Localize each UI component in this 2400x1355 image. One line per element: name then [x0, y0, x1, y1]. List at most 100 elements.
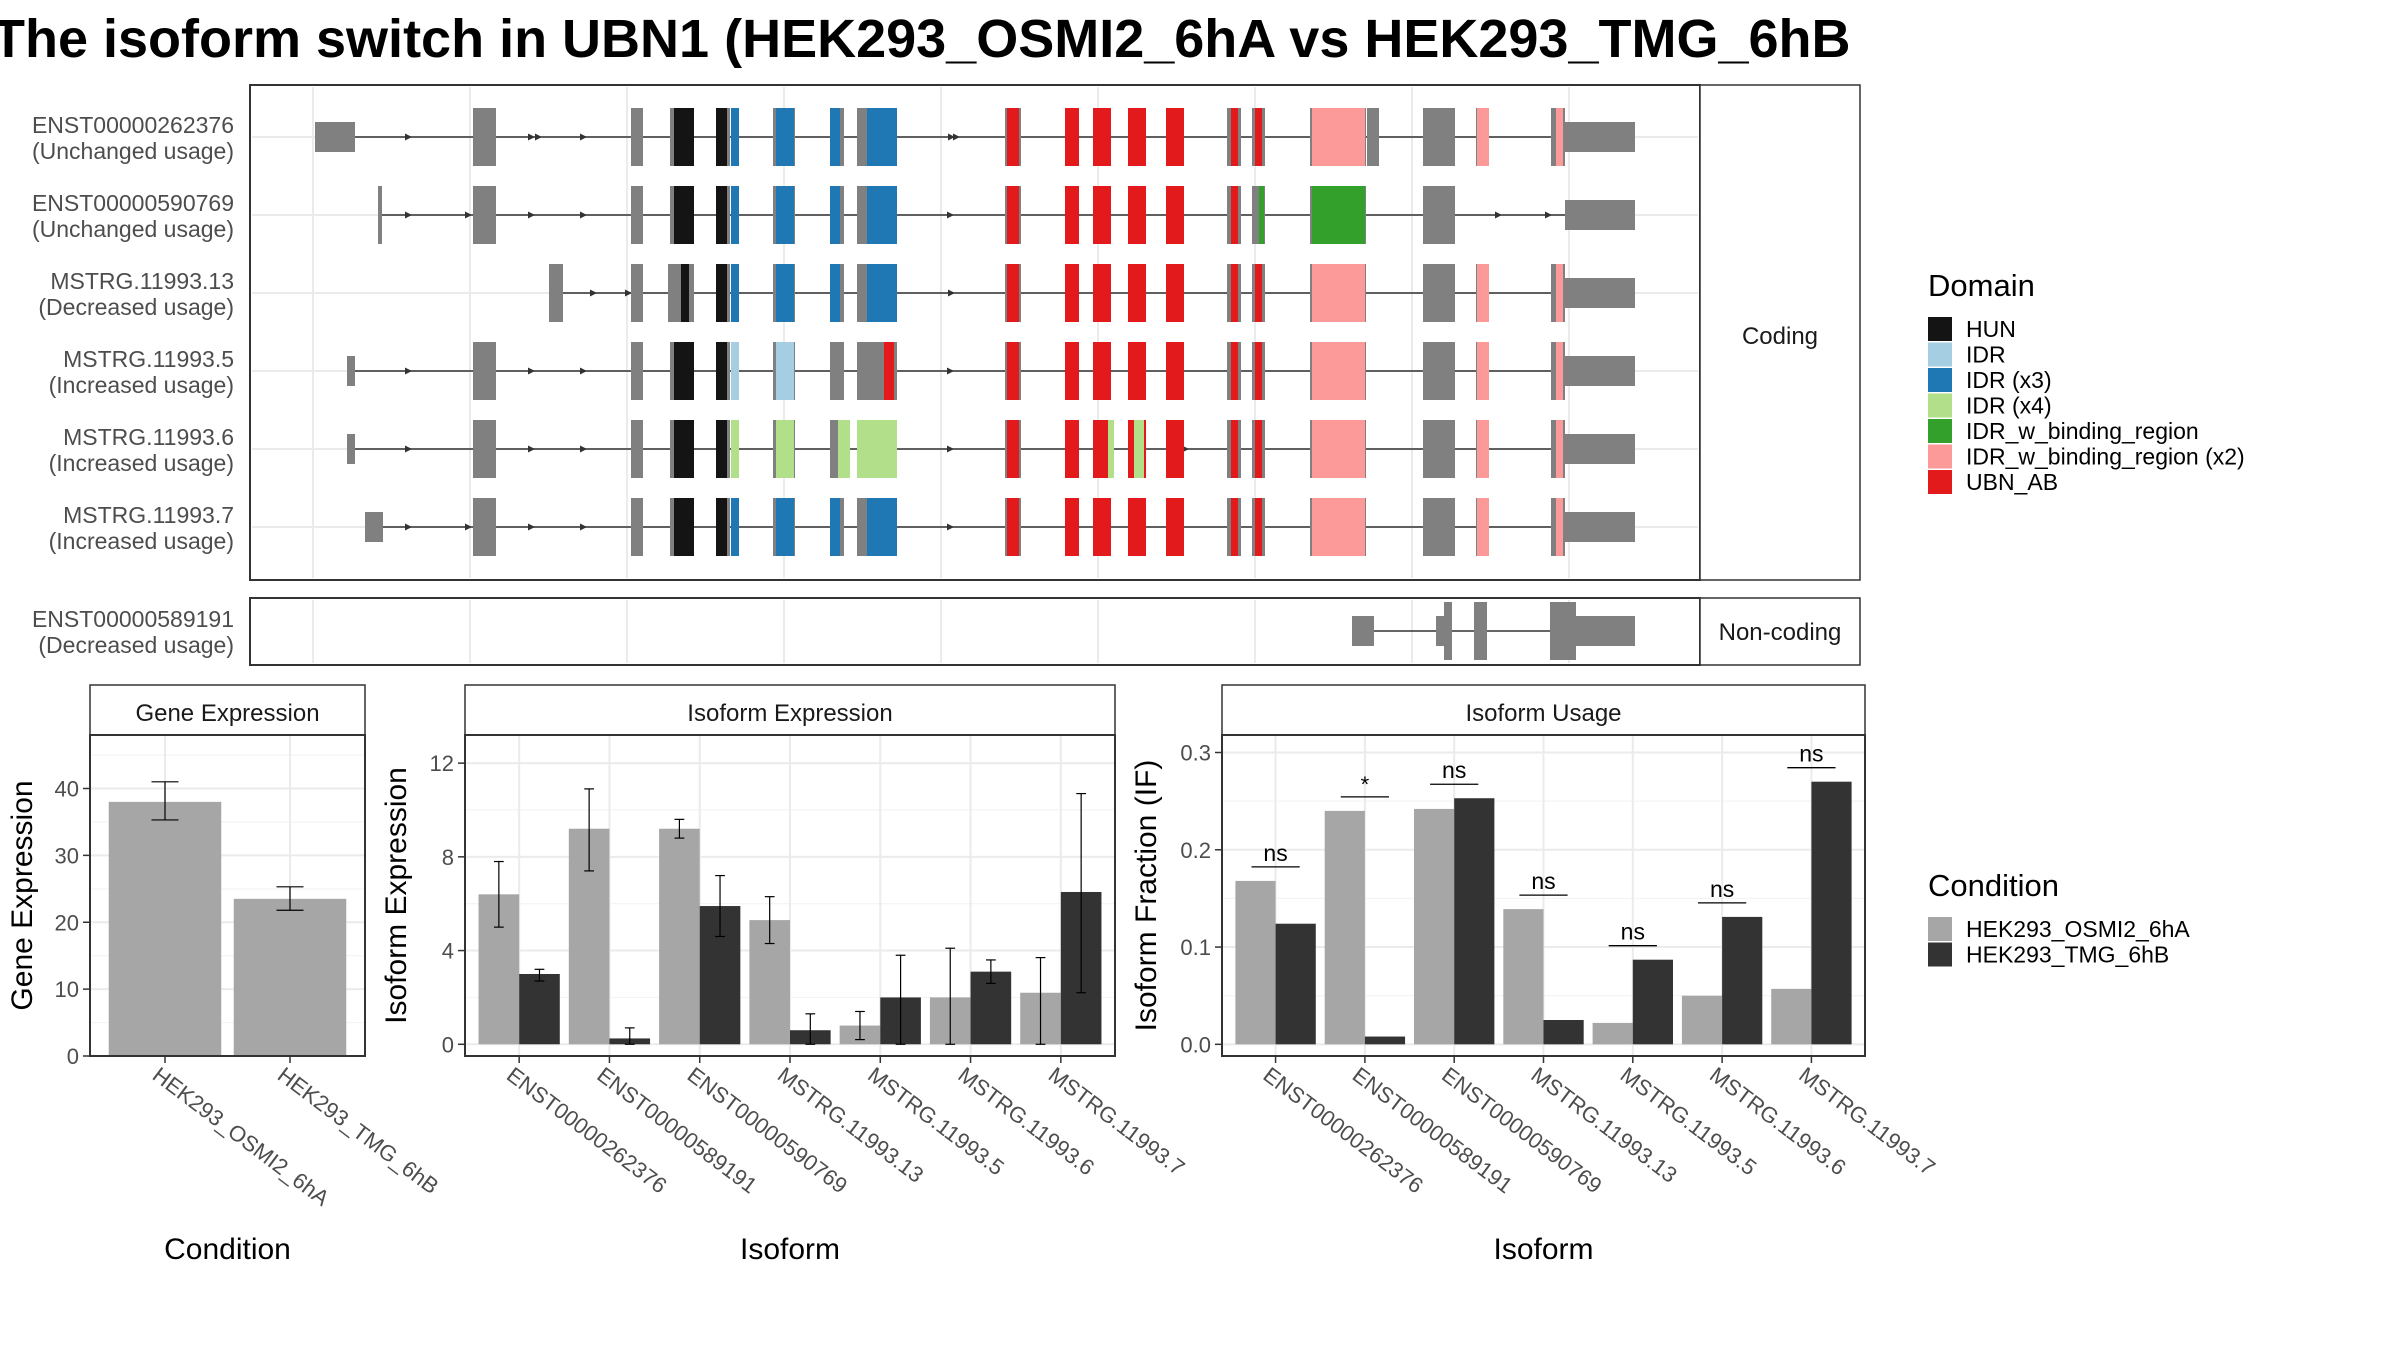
exon — [631, 264, 643, 322]
domain-legend-title: Domain — [1928, 268, 2035, 303]
y-tick-label: 40 — [55, 777, 79, 802]
domain-block — [1255, 264, 1262, 322]
intron-arrow — [947, 523, 954, 531]
intron-arrow — [948, 133, 955, 141]
x-tick-label: ENST00000590769 — [683, 1062, 852, 1198]
domain-block — [1166, 342, 1184, 400]
intron-arrow — [465, 211, 472, 219]
exon — [1423, 498, 1455, 556]
transcript-id-label: ENST00000590769 — [32, 190, 234, 216]
domain-block — [1312, 498, 1365, 556]
intron-arrow — [405, 523, 412, 531]
exon — [1367, 108, 1379, 166]
transcript-model-3 — [347, 342, 1635, 400]
domain-block — [830, 186, 840, 244]
x-tick-label: ENST00000589191 — [592, 1062, 761, 1198]
transcript-model-1 — [378, 186, 1635, 244]
domain-block — [776, 186, 794, 244]
exon — [631, 186, 643, 244]
domain-block — [1556, 498, 1563, 556]
exon — [1565, 512, 1635, 542]
domain-block — [1166, 420, 1184, 478]
y-tick-label: 10 — [55, 977, 79, 1002]
domain-block — [1556, 420, 1563, 478]
domain-block — [1231, 264, 1238, 322]
domain-block — [716, 420, 727, 478]
domain-block — [1255, 420, 1262, 478]
chart-title: Isoform Expression — [687, 700, 892, 727]
domain-block — [1556, 342, 1563, 400]
x-axis-title: Isoform — [1493, 1233, 1593, 1266]
intron-arrow — [947, 445, 954, 453]
domain-block — [1093, 264, 1111, 322]
exon — [365, 512, 383, 542]
transcript-usage-label: (Increased usage) — [49, 528, 234, 554]
domain-block — [1007, 264, 1019, 322]
y-tick-label: 0 — [67, 1044, 79, 1069]
domain-block — [1312, 420, 1365, 478]
intron-arrow — [405, 133, 412, 141]
chart-title: Gene Expression — [135, 700, 319, 727]
domain-block — [776, 264, 794, 322]
domain-block — [1166, 498, 1184, 556]
intron-arrow — [528, 367, 535, 375]
bar — [1592, 1022, 1633, 1045]
transcript-structure-panel: CodingNon-codingENST00000262376(Unchange… — [32, 84, 1861, 666]
domain-block — [1108, 420, 1114, 478]
domain-block — [867, 264, 897, 322]
exon — [378, 186, 382, 244]
domain-block — [1093, 498, 1111, 556]
intron-arrow — [590, 289, 597, 297]
exon — [1423, 264, 1455, 322]
transcript-model-2 — [549, 264, 1635, 322]
x-tick-label: MSTRG.11993.13 — [1526, 1062, 1681, 1188]
condition-legend-swatch — [1928, 942, 1952, 967]
domain-block — [1166, 108, 1184, 166]
intron-arrow — [947, 211, 954, 219]
bar — [108, 801, 222, 1056]
exon — [473, 342, 496, 400]
significance-label: ns — [1531, 868, 1555, 894]
chart-title: Isoform Usage — [1465, 700, 1621, 727]
intron-arrow — [405, 445, 412, 453]
domain-block — [731, 342, 739, 400]
significance-label: ns — [1799, 741, 1823, 767]
domain-block — [1065, 342, 1079, 400]
bar — [659, 828, 700, 1045]
domain-legend-swatch — [1928, 342, 1952, 367]
domain-block — [1556, 108, 1563, 166]
y-tick-label: 0.2 — [1180, 838, 1211, 863]
domain-block — [731, 108, 739, 166]
domain-block — [830, 108, 840, 166]
bar — [1722, 916, 1763, 1045]
bar — [1503, 909, 1544, 1045]
bar — [1275, 923, 1316, 1045]
bar — [1811, 781, 1852, 1045]
domain-block — [1093, 420, 1111, 478]
domain-block — [867, 108, 897, 166]
domain-block — [1093, 186, 1111, 244]
domain-block — [1231, 498, 1238, 556]
y-tick-label: 0.0 — [1180, 1032, 1211, 1057]
bar — [233, 898, 347, 1056]
intron-arrow — [580, 445, 587, 453]
domain-block — [1312, 342, 1365, 400]
exon — [1565, 122, 1635, 152]
intron-arrow — [535, 133, 542, 141]
transcript-id-label: MSTRG.11993.7 — [63, 502, 234, 528]
x-tick-label: MSTRG.11993.13 — [773, 1062, 928, 1188]
significance-label: * — [1361, 772, 1370, 797]
condition-legend-swatch — [1928, 917, 1952, 941]
exon — [1436, 616, 1444, 646]
domain-legend-swatch — [1928, 470, 1952, 494]
domain-block — [716, 186, 727, 244]
chart-strip — [1221, 684, 1866, 736]
intron-arrow — [580, 211, 587, 219]
x-tick-label: ENST00000590769 — [1437, 1062, 1606, 1198]
domain-block — [1128, 264, 1146, 322]
bar — [519, 973, 560, 1045]
condition-legend-label: HEK293_TMG_6hB — [1966, 942, 2169, 968]
noncoding-strip — [1699, 597, 1861, 666]
